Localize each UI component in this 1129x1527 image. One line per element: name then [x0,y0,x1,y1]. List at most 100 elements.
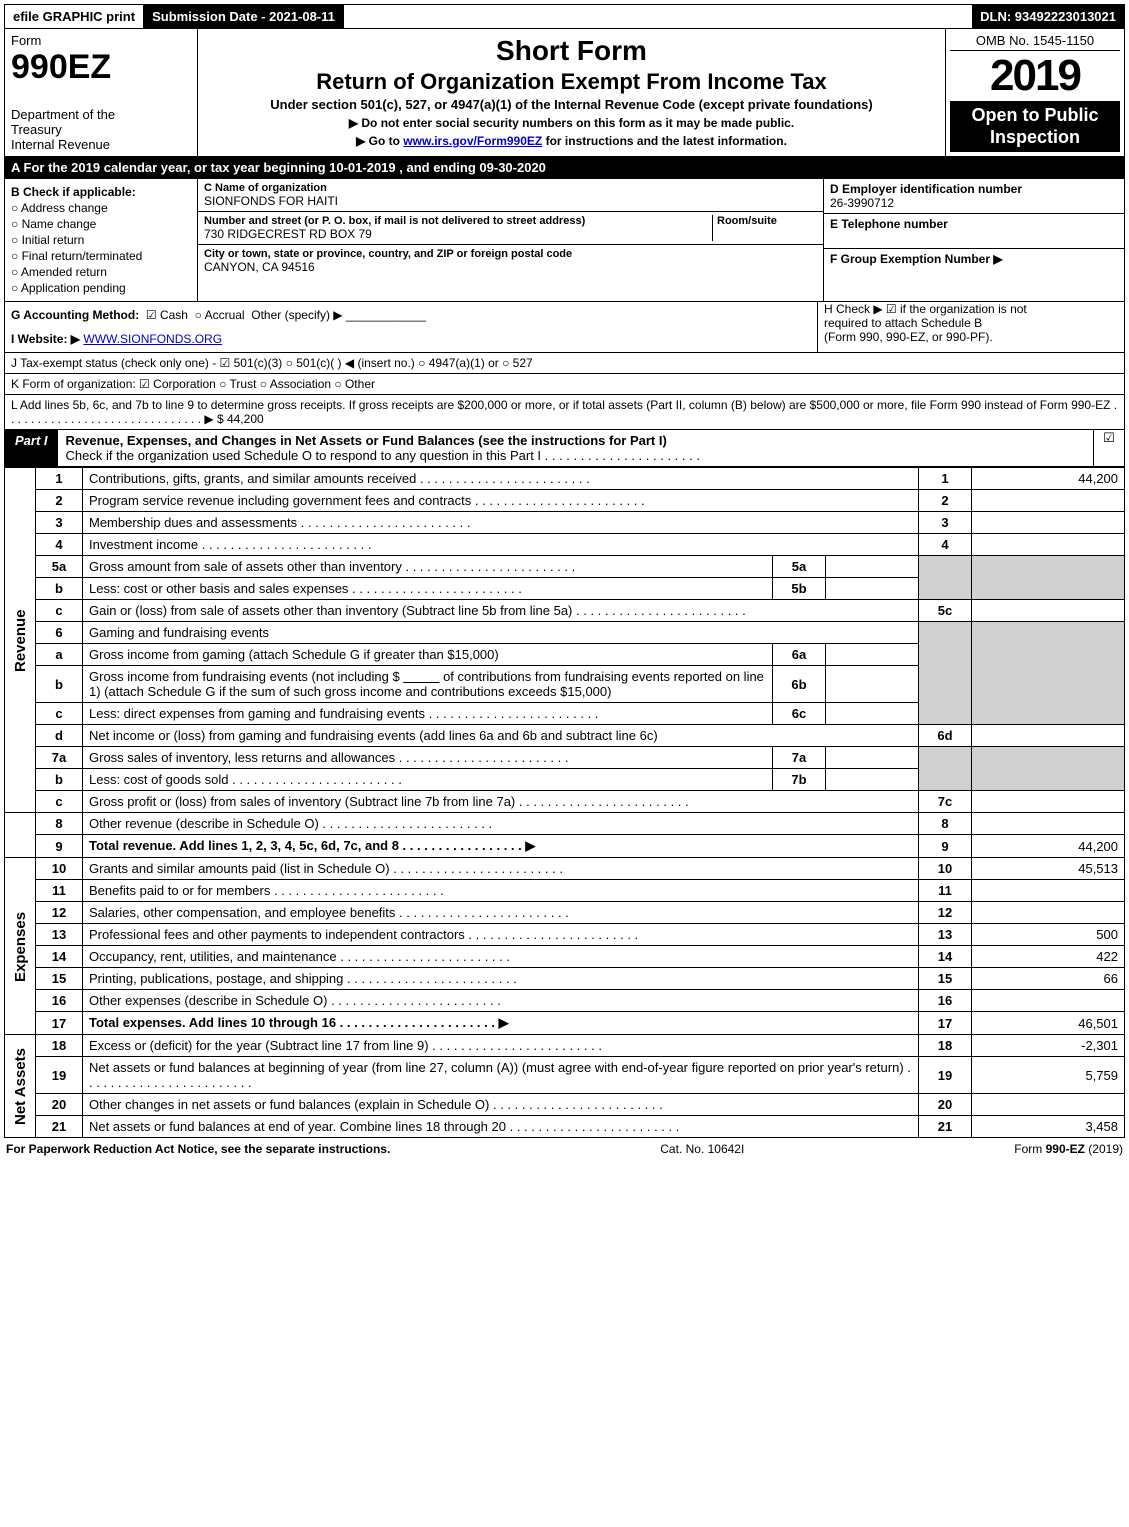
line-7a-no: 7a [36,747,83,769]
line-15-val: 66 [972,968,1125,990]
line-18-desc: Excess or (deficit) for the year (Subtra… [83,1035,919,1057]
line-7b-desc: Less: cost of goods sold [83,769,773,791]
goto-link[interactable]: www.irs.gov/Form990EZ [403,134,542,148]
return-title: Return of Organization Exempt From Incom… [204,69,939,95]
line-16-val [972,990,1125,1012]
box-h: H Check ▶ ☑ if the organization is not r… [818,302,1124,352]
revenue-tab: Revenue [5,468,36,813]
shade-6 [919,622,972,725]
omb-number: OMB No. 1545-1150 [950,31,1120,51]
line-7c-no: c [36,791,83,813]
goto-line: ▶ Go to www.irs.gov/Form990EZ for instru… [204,134,939,148]
shade-7 [919,747,972,791]
line-2-no: 2 [36,490,83,512]
box-h-line1: H Check ▶ ☑ if the organization is not [824,302,1124,316]
chk-initial-return[interactable]: ○ Initial return [11,233,191,247]
line-8-desc: Other revenue (describe in Schedule O) [83,813,919,835]
line-5a-inval [826,556,919,578]
line-20-rn: 20 [919,1094,972,1116]
room-label: Room/suite [717,215,817,227]
line-19-val: 5,759 [972,1057,1125,1094]
dept-line3: Internal Revenue [11,137,191,152]
part-1-tag: Part I [5,430,58,466]
line-5b-desc: Less: cost or other basis and sales expe… [83,578,773,600]
header-left: Form 990EZ Department of the Treasury In… [5,29,198,156]
chk-address-change[interactable]: ○ Address change [11,201,191,215]
line-11-val [972,880,1125,902]
line-13-rn: 13 [919,924,972,946]
line-15-rn: 15 [919,968,972,990]
netassets-tab: Net Assets [5,1035,36,1138]
part-1-header: Part I Revenue, Expenses, and Changes in… [4,430,1125,467]
footer-center: Cat. No. 10642I [660,1142,744,1156]
line-3-val [972,512,1125,534]
dept-line1: Department of the [11,107,191,122]
line-21-desc: Net assets or fund balances at end of ye… [83,1116,919,1138]
under-section: Under section 501(c), 527, or 4947(a)(1)… [204,97,939,112]
phone-label: E Telephone number [830,217,1118,231]
dept-line2: Treasury [11,122,191,137]
line-3-rn: 3 [919,512,972,534]
boxes-def: D Employer identification number 26-3990… [823,179,1124,301]
group-exemption-label: F Group Exemption Number ▶ [830,252,1118,266]
ssn-warning: Do not enter social security numbers on … [204,116,939,130]
revenue-tab-end [5,835,36,858]
line-4-rn: 4 [919,534,972,556]
line-6-no: 6 [36,622,83,644]
line-12-rn: 12 [919,902,972,924]
website-link[interactable]: WWW.SIONFONDS.ORG [83,332,222,346]
line-2-val [972,490,1125,512]
line-6-desc: Gaming and fundraising events [83,622,919,644]
line-16-rn: 16 [919,990,972,1012]
line-17-rn: 17 [919,1012,972,1035]
goto-post: for instructions and the latest informat… [542,134,787,148]
part-1-checkbox[interactable]: ☑ [1093,430,1124,466]
line-19-rn: 19 [919,1057,972,1094]
open-inspection: Open to Public Inspection [950,101,1120,152]
line-7c-val [972,791,1125,813]
line-6d-no: d [36,725,83,747]
line-14-val: 422 [972,946,1125,968]
line-5a-in: 5a [773,556,826,578]
line-6c-in: 6c [773,703,826,725]
row-g-h: G Accounting Method: ☑ Cash ○ Accrual Ot… [4,302,1125,353]
footer-right: Form 990-EZ (2019) [1014,1142,1123,1156]
header-center: Short Form Return of Organization Exempt… [198,29,945,156]
chk-amended-return[interactable]: ○ Amended return [11,265,191,279]
line-21-val: 3,458 [972,1116,1125,1138]
spacer [344,5,972,28]
chk-application-pending[interactable]: ○ Application pending [11,281,191,295]
row-l: L Add lines 5b, 6c, and 7b to line 9 to … [4,395,1125,430]
efile-print-button[interactable]: efile GRAPHIC print [5,5,144,28]
line-5c-desc: Gain or (loss) from sale of assets other… [83,600,919,622]
row-k: K Form of organization: ☑ Corporation ○ … [4,374,1125,395]
chk-final-return[interactable]: ○ Final return/terminated [11,249,191,263]
submission-date: Submission Date - 2021-08-11 [144,5,344,28]
form-word: Form [11,33,191,48]
expenses-tab: Expenses [5,858,36,1035]
revenue-tab-cont [5,813,36,835]
line-13-no: 13 [36,924,83,946]
line-8-rn: 8 [919,813,972,835]
line-10-rn: 10 [919,858,972,880]
line-l-amount: $ 44,200 [217,412,264,426]
line-11-rn: 11 [919,880,972,902]
org-name-label: C Name of organization [204,182,817,194]
line-6d-rn: 6d [919,725,972,747]
line-5c-no: c [36,600,83,622]
line-3-desc: Membership dues and assessments [83,512,919,534]
line-15-desc: Printing, publications, postage, and shi… [83,968,919,990]
line-5b-no: b [36,578,83,600]
line-17-no: 17 [36,1012,83,1035]
box-h-line2: required to attach Schedule B [824,316,1124,330]
line-10-val: 45,513 [972,858,1125,880]
ein-label: D Employer identification number [830,182,1118,196]
line-6b-in: 6b [773,666,826,703]
header-right: OMB No. 1545-1150 2019 Open to Public In… [945,29,1124,156]
line-4-no: 4 [36,534,83,556]
chk-name-change[interactable]: ○ Name change [11,217,191,231]
street-address: 730 RIDGECREST RD BOX 79 [204,227,712,241]
ein-value: 26-3990712 [830,196,1118,210]
line-3-no: 3 [36,512,83,534]
line-5b-inval [826,578,919,600]
